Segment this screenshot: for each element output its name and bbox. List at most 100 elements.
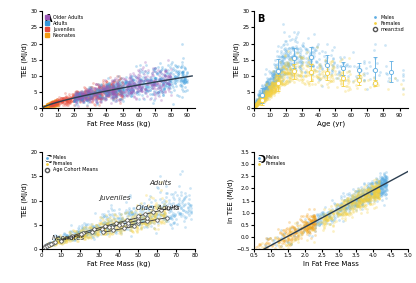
Point xyxy=(97,96,104,101)
Point xyxy=(40,105,46,109)
Point xyxy=(71,99,77,103)
Point xyxy=(140,218,147,222)
Point xyxy=(48,241,55,246)
Point xyxy=(281,239,288,243)
Point xyxy=(86,235,92,239)
Point xyxy=(49,102,56,106)
Point xyxy=(129,93,135,97)
Point xyxy=(130,219,137,224)
Point xyxy=(94,233,101,237)
Point xyxy=(118,218,124,222)
Point xyxy=(344,198,351,203)
Point xyxy=(264,80,271,85)
Point xyxy=(381,178,388,182)
Point xyxy=(263,89,270,93)
Point xyxy=(264,81,271,85)
Point xyxy=(80,99,87,103)
Point xyxy=(366,200,372,205)
Point xyxy=(106,91,113,95)
Point xyxy=(134,76,140,80)
Point xyxy=(79,233,86,238)
Point xyxy=(77,96,84,101)
Point xyxy=(106,228,112,233)
Point xyxy=(89,90,95,94)
Point xyxy=(52,99,59,104)
Point xyxy=(175,72,181,76)
Point xyxy=(68,223,75,228)
Point xyxy=(103,222,109,227)
Point xyxy=(143,218,150,223)
Point xyxy=(258,97,265,102)
Point xyxy=(127,91,134,95)
Point xyxy=(47,102,53,106)
Point xyxy=(349,196,355,200)
Point xyxy=(399,78,406,82)
Point xyxy=(279,60,286,65)
Point xyxy=(57,238,63,242)
Point xyxy=(350,207,357,211)
Point xyxy=(123,208,130,213)
Point xyxy=(53,102,59,107)
Point xyxy=(300,214,306,218)
Point xyxy=(75,236,82,240)
Point xyxy=(103,226,109,230)
Point xyxy=(48,102,55,107)
Point xyxy=(312,229,318,233)
Point xyxy=(294,232,301,237)
Point xyxy=(283,235,290,239)
Point xyxy=(85,87,92,91)
Point xyxy=(77,96,83,100)
Point xyxy=(73,233,79,237)
Point xyxy=(362,187,369,191)
Point xyxy=(88,87,94,91)
Point xyxy=(148,213,155,217)
Point xyxy=(90,227,97,231)
Point xyxy=(330,211,337,215)
Point xyxy=(66,97,73,101)
Point xyxy=(281,61,288,66)
Point xyxy=(357,201,364,205)
Point xyxy=(252,103,259,108)
Point xyxy=(259,97,265,101)
Point xyxy=(172,76,178,80)
Point xyxy=(111,86,118,90)
Point xyxy=(66,237,73,242)
Point xyxy=(376,175,383,180)
Point xyxy=(277,69,283,73)
Point xyxy=(371,187,378,192)
Point xyxy=(334,206,340,211)
Point xyxy=(85,92,92,97)
Point xyxy=(106,85,113,90)
Point xyxy=(75,97,82,101)
Point xyxy=(271,81,278,85)
Point xyxy=(137,221,144,226)
Point xyxy=(97,222,104,226)
Point xyxy=(364,188,371,192)
Point xyxy=(117,97,124,101)
Point xyxy=(298,73,305,78)
Point xyxy=(261,97,267,102)
Point xyxy=(158,78,164,83)
Point xyxy=(74,95,81,100)
Point xyxy=(113,222,119,227)
Point xyxy=(337,200,344,205)
Point xyxy=(262,245,268,249)
Point xyxy=(267,84,274,89)
Point xyxy=(381,171,387,175)
Point xyxy=(329,62,336,67)
Point xyxy=(371,188,378,192)
Point xyxy=(382,183,389,187)
Point xyxy=(72,237,79,241)
Point xyxy=(328,79,335,83)
Point xyxy=(63,95,70,100)
Point xyxy=(48,101,54,106)
Point xyxy=(374,194,381,199)
Point xyxy=(294,51,301,55)
Point xyxy=(40,105,46,110)
Point xyxy=(362,203,368,208)
Point xyxy=(261,89,267,93)
Point xyxy=(303,73,310,77)
Point xyxy=(75,232,82,236)
Point xyxy=(50,102,57,106)
Point xyxy=(328,79,334,83)
